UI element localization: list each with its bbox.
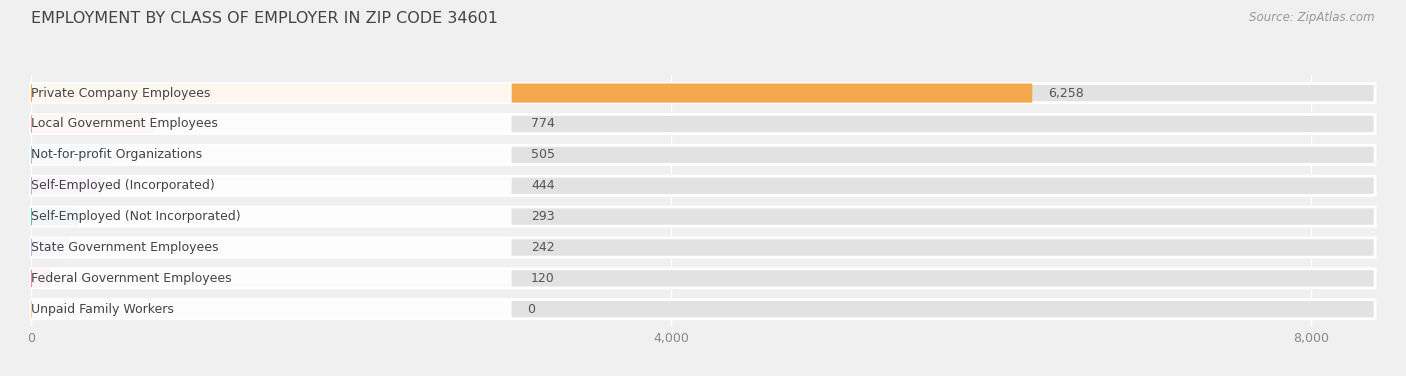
FancyBboxPatch shape: [31, 114, 155, 133]
Text: Federal Government Employees: Federal Government Employees: [31, 272, 232, 285]
Text: EMPLOYMENT BY CLASS OF EMPLOYER IN ZIP CODE 34601: EMPLOYMENT BY CLASS OF EMPLOYER IN ZIP C…: [31, 11, 498, 26]
Text: 242: 242: [531, 241, 555, 254]
FancyBboxPatch shape: [31, 207, 510, 226]
Text: 444: 444: [531, 179, 555, 192]
Text: State Government Employees: State Government Employees: [31, 241, 218, 254]
Text: Private Company Employees: Private Company Employees: [31, 86, 211, 100]
Text: 6,258: 6,258: [1049, 86, 1084, 100]
FancyBboxPatch shape: [31, 300, 1375, 319]
FancyBboxPatch shape: [31, 83, 1375, 103]
Text: Local Government Employees: Local Government Employees: [31, 117, 218, 130]
Text: Self-Employed (Incorporated): Self-Employed (Incorporated): [31, 179, 215, 192]
FancyBboxPatch shape: [31, 145, 510, 164]
Text: Unpaid Family Workers: Unpaid Family Workers: [31, 303, 174, 316]
Text: Not-for-profit Organizations: Not-for-profit Organizations: [31, 149, 202, 161]
Text: Source: ZipAtlas.com: Source: ZipAtlas.com: [1250, 11, 1375, 24]
Text: Self-Employed (Not Incorporated): Self-Employed (Not Incorporated): [31, 210, 240, 223]
Text: 120: 120: [531, 272, 555, 285]
FancyBboxPatch shape: [31, 83, 1032, 103]
Text: 293: 293: [531, 210, 555, 223]
FancyBboxPatch shape: [31, 269, 51, 288]
FancyBboxPatch shape: [31, 238, 510, 257]
FancyBboxPatch shape: [31, 83, 510, 103]
FancyBboxPatch shape: [31, 145, 1375, 164]
FancyBboxPatch shape: [31, 114, 1375, 133]
Text: 505: 505: [531, 149, 555, 161]
FancyBboxPatch shape: [31, 269, 1375, 288]
FancyBboxPatch shape: [31, 238, 70, 257]
Text: 0: 0: [527, 303, 536, 316]
Text: 774: 774: [531, 117, 555, 130]
FancyBboxPatch shape: [31, 176, 1375, 195]
FancyBboxPatch shape: [31, 238, 1375, 257]
FancyBboxPatch shape: [31, 145, 111, 164]
FancyBboxPatch shape: [31, 114, 510, 133]
FancyBboxPatch shape: [31, 176, 103, 195]
FancyBboxPatch shape: [31, 207, 77, 226]
FancyBboxPatch shape: [31, 269, 510, 288]
FancyBboxPatch shape: [31, 176, 510, 195]
FancyBboxPatch shape: [31, 207, 1375, 226]
FancyBboxPatch shape: [31, 300, 510, 319]
